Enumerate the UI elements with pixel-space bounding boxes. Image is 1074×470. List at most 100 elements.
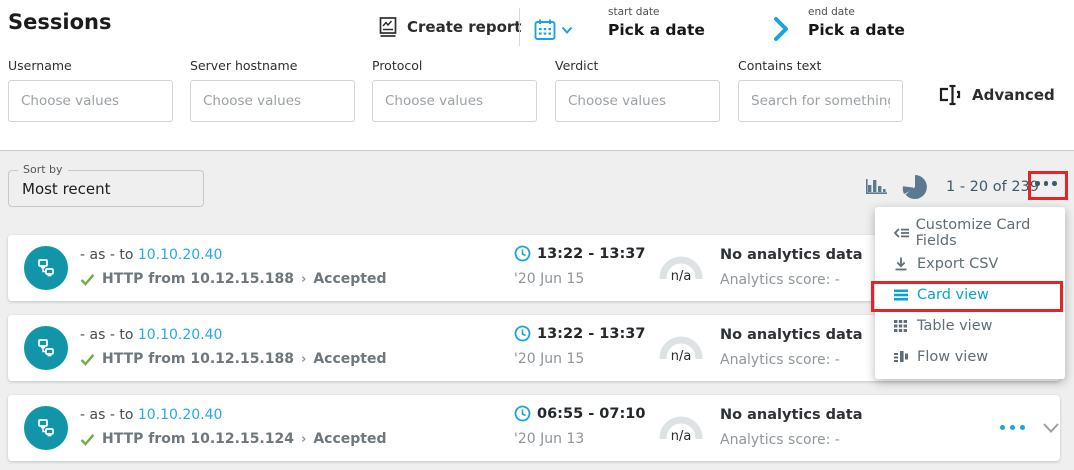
calendar-icon: [533, 18, 557, 42]
clock-icon: [514, 325, 531, 342]
session-user: - as - to: [80, 247, 134, 263]
start-date-field[interactable]: start date Pick a date: [608, 6, 705, 39]
result-count: 1 - 20 of 239: [946, 179, 1039, 195]
analytics-title: No analytics data: [720, 247, 863, 263]
clock-icon: [514, 245, 531, 262]
more-options-button[interactable]: [1035, 181, 1057, 186]
analytics-score: Analytics score: -: [720, 352, 840, 368]
advanced-label: Advanced: [972, 86, 1055, 104]
report-icon: [378, 16, 398, 37]
filter-protocol-placeholder: Choose values: [385, 93, 484, 109]
filter-username: Username Choose values: [8, 58, 173, 122]
session-protocol-source: HTTP from 10.12.15.124: [102, 431, 294, 447]
session-time-range: 13:22 - 13:37: [537, 325, 646, 342]
contains-text-input[interactable]: [738, 80, 903, 122]
menu-item-card-view[interactable]: Card view: [875, 279, 1065, 310]
create-report-label: Create report: [407, 17, 522, 36]
analytics-score: Analytics score: -: [720, 272, 840, 288]
analytics-title: No analytics data: [720, 407, 863, 423]
chevron-down-icon: [561, 25, 573, 35]
sort-by-label: Sort by: [18, 163, 68, 176]
filter-contains-text-label: Contains text: [738, 58, 822, 73]
session-target-link[interactable]: 10.10.20.40: [137, 407, 223, 423]
sort-by-select[interactable]: Sort by Most recent: [8, 163, 204, 207]
session-type-icon: [24, 326, 68, 370]
session-verdict: Accepted: [313, 271, 387, 287]
page-title: Sessions: [8, 10, 112, 34]
session-protocol-source: HTTP from 10.12.15.188: [102, 271, 294, 287]
menu-item-table-view[interactable]: Table view: [875, 310, 1065, 341]
analytics-gauge: n/a: [658, 255, 704, 291]
bar-chart-view-button[interactable]: [864, 175, 888, 201]
filter-server-hostname-label: Server hostname: [190, 58, 298, 73]
start-date-label: start date: [608, 6, 660, 18]
session-user: - as - to: [80, 327, 134, 343]
session-verdict: Accepted: [313, 431, 387, 447]
analytics-score: Analytics score: -: [720, 432, 840, 448]
start-date-value[interactable]: Pick a date: [608, 21, 705, 39]
session-target-link[interactable]: 10.10.20.40: [137, 327, 223, 343]
menu-item-label: Card view: [917, 286, 989, 303]
filter-protocol-select[interactable]: Choose values: [372, 80, 537, 122]
session-time: 06:55 - 07:10: [514, 405, 645, 422]
session-title: - as - to 10.10.20.40: [80, 407, 222, 423]
filter-protocol: Protocol Choose values: [372, 58, 537, 122]
filter-username-select[interactable]: Choose values: [8, 80, 173, 122]
session-target-link[interactable]: 10.10.20.40: [137, 247, 223, 263]
check-icon: [80, 273, 95, 286]
session-time-range: 06:55 - 07:10: [537, 405, 646, 422]
flow-view-icon: [893, 349, 913, 364]
session-subtitle: HTTP from 10.12.15.188 › Accepted: [80, 271, 387, 287]
expand-chevron-icon[interactable]: [1042, 419, 1060, 438]
analytics-gauge: n/a: [658, 335, 704, 371]
session-date: '20 Jun 15: [514, 351, 585, 367]
gauge-label: n/a: [670, 349, 692, 364]
check-icon: [80, 353, 95, 366]
analytics-title: No analytics data: [720, 327, 863, 343]
session-title: - as - to 10.10.20.40: [80, 247, 222, 263]
filter-verdict-label: Verdict: [555, 58, 599, 73]
clock-icon: [514, 405, 531, 422]
session-type-icon: [24, 246, 68, 290]
session-subtitle: HTTP from 10.12.15.188 › Accepted: [80, 351, 387, 367]
filter-verdict: Verdict Choose values: [555, 58, 720, 122]
ellipsis-icon: [1000, 425, 1005, 430]
customize-fields-icon: [893, 225, 912, 241]
session-type-icon: [24, 406, 68, 450]
create-report-button[interactable]: Create report: [378, 16, 521, 37]
menu-item-export-csv[interactable]: Export CSV: [875, 248, 1065, 279]
session-date: '20 Jun 15: [514, 271, 585, 287]
session-subtitle: HTTP from 10.12.15.124 › Accepted: [80, 431, 387, 447]
menu-item-customize-card-fields[interactable]: Customize Card Fields: [875, 216, 1065, 249]
filter-server-hostname: Server hostname Choose values: [190, 58, 355, 122]
menu-item-flow-view[interactable]: Flow view: [875, 341, 1065, 372]
session-verdict: Accepted: [313, 351, 387, 367]
filter-server-hostname-select[interactable]: Choose values: [190, 80, 355, 122]
ellipsis-icon: [1035, 181, 1040, 186]
session-row-more-button[interactable]: [1000, 425, 1025, 430]
filter-contains-text: Contains text: [738, 58, 903, 122]
advanced-search-button[interactable]: Advanced: [938, 84, 1055, 106]
session-time: 13:22 - 13:37: [514, 325, 645, 342]
end-date-field[interactable]: end date Pick a date: [808, 6, 905, 39]
download-icon: [893, 256, 913, 272]
chevron-right-icon: [770, 16, 792, 46]
session-protocol-source: HTTP from 10.12.15.188: [102, 351, 294, 367]
filter-protocol-label: Protocol: [372, 58, 423, 73]
card-view-icon: [893, 288, 913, 302]
filter-verdict-placeholder: Choose values: [568, 93, 667, 109]
gauge-label: n/a: [670, 269, 692, 284]
date-picker-button[interactable]: [533, 18, 573, 42]
end-date-value[interactable]: Pick a date: [808, 21, 905, 39]
gauge-label: n/a: [670, 429, 692, 444]
menu-item-label: Customize Card Fields: [915, 216, 1031, 249]
session-user: - as - to: [80, 407, 134, 423]
session-time: 13:22 - 13:37: [514, 245, 645, 262]
menu-item-label: Flow view: [917, 348, 989, 365]
filter-verdict-select[interactable]: Choose values: [555, 80, 720, 122]
session-card[interactable]: - as - to 10.10.20.40 HTTP from 10.12.15…: [8, 395, 1060, 461]
pie-chart-view-button[interactable]: [901, 173, 929, 205]
advanced-search-icon: [938, 84, 962, 106]
sort-by-value: Most recent: [22, 179, 111, 198]
session-date: '20 Jun 13: [514, 431, 585, 447]
